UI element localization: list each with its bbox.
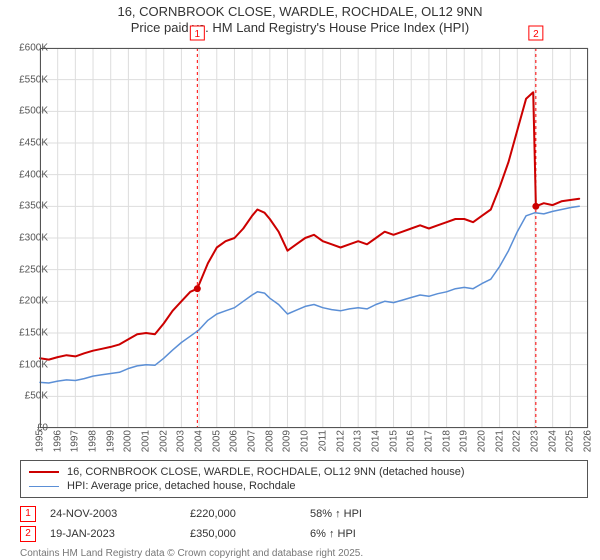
x-tick-label: 2006 [229,430,240,452]
x-tick-label: 2003 [176,430,187,452]
x-tick-label: 2009 [282,430,293,452]
svg-text:1: 1 [195,29,201,40]
y-tick-label: £100K [4,359,48,370]
x-tick-label: 2026 [583,430,594,452]
event-pct: 58% ↑ HPI [310,508,430,520]
event-marker-icon: 1 [20,506,36,522]
event-date: 24-NOV-2003 [50,508,190,520]
x-tick-label: 2014 [370,430,381,452]
x-tick-label: 2016 [406,430,417,452]
y-tick-label: £600K [4,43,48,54]
x-tick-label: 2021 [494,430,505,452]
x-tick-label: 2025 [565,430,576,452]
x-tick-label: 1997 [70,430,81,452]
attribution: Contains HM Land Registry data © Crown c… [20,544,588,560]
chart-footer: 16, CORNBROOK CLOSE, WARDLE, ROCHDALE, O… [20,460,588,560]
y-tick-label: £350K [4,201,48,212]
legend: 16, CORNBROOK CLOSE, WARDLE, ROCHDALE, O… [20,460,588,498]
attribution-line-1: Contains HM Land Registry data © Crown c… [20,548,588,560]
event-price: £350,000 [190,528,310,540]
chart-title: 16, CORNBROOK CLOSE, WARDLE, ROCHDALE, O… [0,0,600,37]
x-tick-label: 2008 [264,430,275,452]
title-line-1: 16, CORNBROOK CLOSE, WARDLE, ROCHDALE, O… [0,4,600,20]
chart-svg: 12 [40,48,588,428]
price-chart: 12 [40,48,588,428]
x-tick-label: 2023 [529,430,540,452]
legend-swatch [29,471,59,473]
x-tick-label: 2004 [194,430,205,452]
x-tick-label: 2001 [141,430,152,452]
y-tick-label: £300K [4,233,48,244]
event-date: 19-JAN-2023 [50,528,190,540]
x-tick-label: 2018 [441,430,452,452]
svg-text:2: 2 [533,29,539,40]
y-tick-label: £250K [4,264,48,275]
legend-label: 16, CORNBROOK CLOSE, WARDLE, ROCHDALE, O… [67,466,465,478]
x-tick-label: 1999 [105,430,116,452]
x-tick-label: 2011 [317,430,328,452]
legend-row: HPI: Average price, detached house, Roch… [29,479,579,493]
x-tick-label: 2022 [512,430,523,452]
event-price: £220,000 [190,508,310,520]
x-tick-label: 2002 [158,430,169,452]
legend-label: HPI: Average price, detached house, Roch… [67,480,296,492]
x-tick-label: 2020 [476,430,487,452]
x-tick-label: 2015 [388,430,399,452]
y-tick-label: £550K [4,74,48,85]
x-tick-label: 2010 [300,430,311,452]
y-tick-label: £150K [4,328,48,339]
sale-event-row: 2 19-JAN-2023£350,0006% ↑ HPI [20,524,588,544]
x-tick-label: 1995 [35,430,46,452]
x-tick-label: 2000 [123,430,134,452]
x-tick-label: 2013 [353,430,364,452]
y-tick-label: £50K [4,391,48,402]
sale-events: 1 24-NOV-2003£220,00058% ↑ HPI 2 19-JAN-202… [20,504,588,544]
x-tick-label: 2024 [547,430,558,452]
legend-swatch [29,486,59,487]
y-tick-label: £450K [4,138,48,149]
x-tick-label: 1996 [52,430,63,452]
y-tick-label: £400K [4,169,48,180]
x-tick-label: 2012 [335,430,346,452]
event-pct: 6% ↑ HPI [310,528,430,540]
x-tick-label: 2007 [247,430,258,452]
sale-event-row: 1 24-NOV-2003£220,00058% ↑ HPI [20,504,588,524]
legend-row: 16, CORNBROOK CLOSE, WARDLE, ROCHDALE, O… [29,465,579,479]
x-tick-label: 1998 [88,430,99,452]
title-line-2: Price paid vs. HM Land Registry's House … [0,20,600,36]
x-tick-label: 2005 [211,430,222,452]
y-tick-label: £500K [4,106,48,117]
x-tick-label: 2019 [459,430,470,452]
event-marker-icon: 2 [20,526,36,542]
y-tick-label: £200K [4,296,48,307]
x-tick-label: 2017 [423,430,434,452]
